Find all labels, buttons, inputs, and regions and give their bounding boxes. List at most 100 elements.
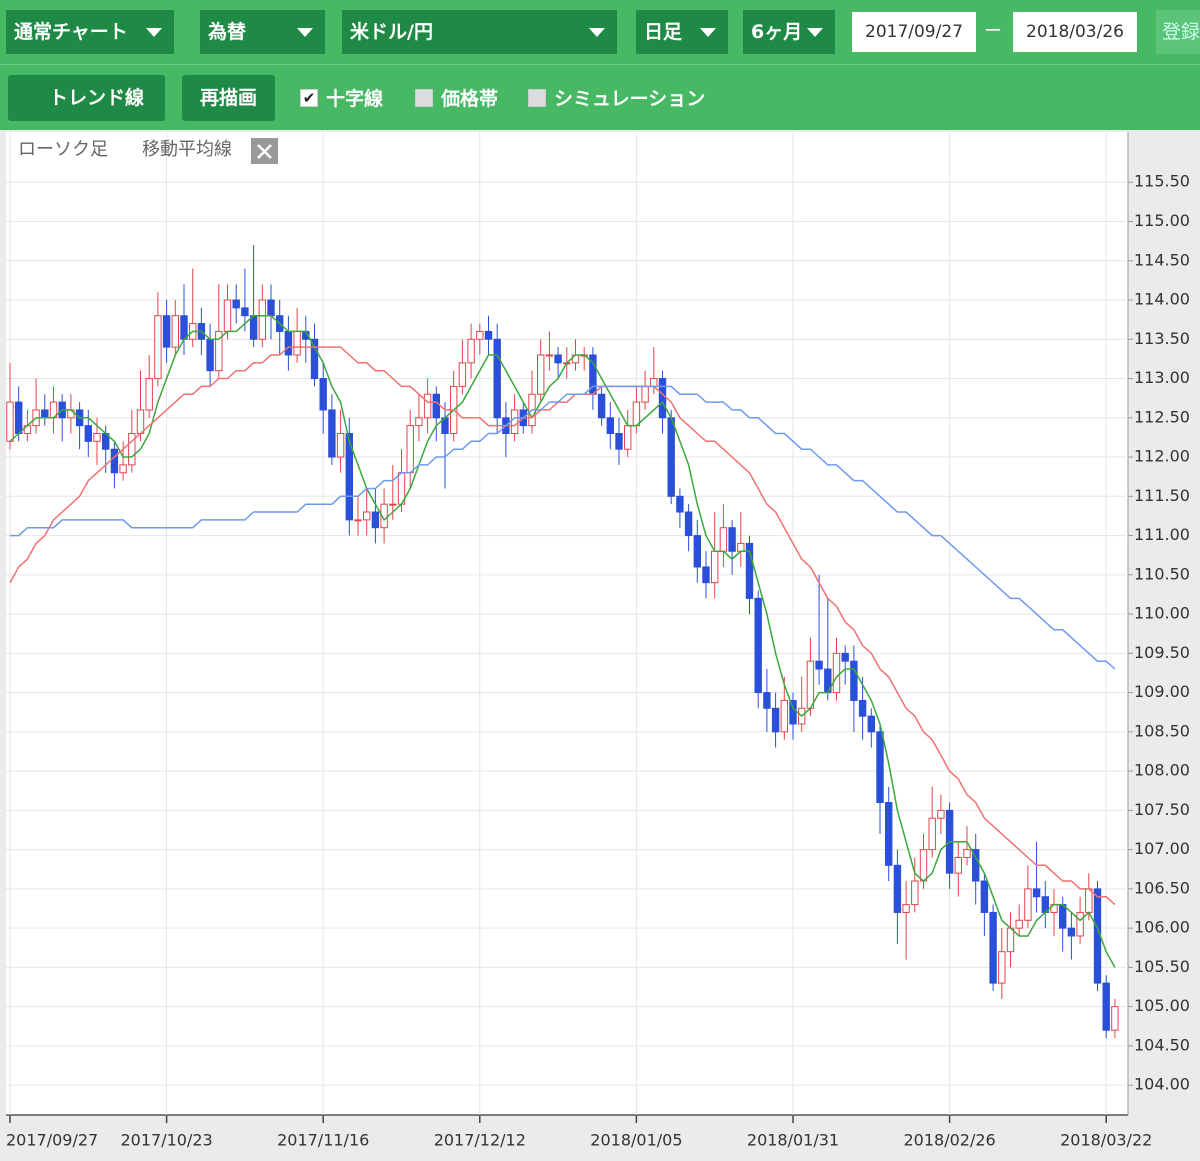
- candle-body: [1006, 927, 1015, 953]
- dropdown[interactable]: 為替: [200, 10, 325, 54]
- candle-body: [1111, 1006, 1119, 1031]
- candle-body: [893, 864, 902, 913]
- y-tick-label: 107.50: [1134, 800, 1190, 819]
- candle-body: [432, 393, 441, 419]
- date-from[interactable]: 2017/09/27: [852, 12, 976, 52]
- candle-body: [1015, 919, 1023, 929]
- moving-average-line: [9, 346, 1116, 906]
- candle-body: [119, 464, 127, 474]
- candle-body: [328, 409, 336, 458]
- candle-body: [493, 338, 501, 419]
- button[interactable]: 再描画: [182, 75, 275, 121]
- candle-body: [84, 425, 92, 442]
- candle-body: [545, 354, 554, 357]
- moving-average-line: [10, 385, 1116, 670]
- candle-body: [667, 417, 675, 497]
- candle-body: [658, 378, 667, 419]
- candle-body: [223, 299, 232, 332]
- checkbox[interactable]: シミュレーション: [528, 87, 705, 111]
- checkbox[interactable]: 十字線 ✔: [300, 87, 383, 111]
- candle-body: [310, 338, 319, 380]
- button[interactable]: トレンド線: [8, 75, 165, 121]
- candle-body: [162, 315, 171, 348]
- candle-body: [867, 715, 875, 733]
- candle-body: [241, 307, 249, 317]
- candle-body: [972, 849, 980, 882]
- y-tick-label: 106.00: [1134, 918, 1190, 937]
- candle-body: [1102, 982, 1110, 1031]
- checkbox-box[interactable]: [528, 89, 546, 107]
- checkbox-box[interactable]: ✔: [300, 89, 318, 107]
- candle-body: [771, 707, 780, 733]
- candle-body: [789, 699, 797, 725]
- x-tick-label: 2017/11/16: [277, 1131, 369, 1150]
- checkbox-box[interactable]: [415, 89, 433, 107]
- candle-body: [684, 511, 693, 537]
- candle-body: [554, 354, 562, 364]
- y-tick-label: 109.50: [1134, 643, 1190, 662]
- legend-item: 移動平均線: [142, 139, 232, 160]
- dropdown[interactable]: 通常チャート: [6, 10, 174, 54]
- y-tick-label: 110.00: [1134, 604, 1190, 623]
- candle-body: [693, 535, 701, 568]
- candle-body: [154, 315, 162, 380]
- candle-body: [380, 503, 388, 529]
- candle-body: [597, 393, 606, 419]
- y-tick-label: 112.50: [1134, 407, 1190, 426]
- candle-body: [737, 542, 745, 552]
- candle-body: [728, 527, 736, 552]
- y-tick-label: 113.00: [1134, 368, 1190, 387]
- candle-body: [937, 809, 945, 819]
- candle-body: [93, 432, 101, 442]
- y-tick-label: 110.50: [1134, 564, 1190, 583]
- candle-body: [928, 817, 936, 851]
- candle-body: [902, 904, 910, 913]
- candle-body: [711, 550, 719, 584]
- candle-body: [632, 401, 641, 427]
- dropdown-arrow: [589, 28, 605, 37]
- register-button[interactable]: 登録: [1156, 10, 1200, 54]
- candle-body: [745, 542, 754, 599]
- candle-body: [1024, 888, 1032, 921]
- candle-body: [815, 660, 823, 670]
- candle-body: [145, 378, 153, 411]
- candle-body: [537, 354, 545, 395]
- x-tick-label: 2018/01/05: [590, 1131, 682, 1150]
- candle-body: [6, 401, 14, 442]
- y-tick-label: 111.00: [1134, 525, 1190, 544]
- candle-body: [650, 378, 658, 387]
- candle-body: [415, 417, 423, 427]
- candle-body: [624, 425, 632, 450]
- candle-body: [850, 660, 858, 701]
- candle-body: [136, 409, 145, 434]
- candle-body: [458, 362, 467, 387]
- date-to[interactable]: 2018/03/26: [1013, 12, 1137, 52]
- date-separator: ー: [984, 21, 1002, 42]
- dropdown-arrow: [146, 28, 162, 37]
- x-tick-label: 2018/01/31: [747, 1131, 839, 1150]
- dropdown[interactable]: 米ドル/円: [342, 10, 617, 54]
- candle-body: [128, 432, 136, 466]
- x-tick-label: 2018/02/26: [903, 1131, 995, 1150]
- candle-body: [919, 849, 928, 882]
- y-tick-label: 115.50: [1134, 172, 1190, 191]
- dropdown[interactable]: 日足: [636, 10, 728, 54]
- y-tick-label: 107.00: [1134, 839, 1190, 858]
- candle-body: [180, 315, 188, 340]
- y-tick-label: 108.00: [1134, 761, 1190, 780]
- y-tick-label: 112.00: [1134, 447, 1190, 466]
- candle-body: [345, 432, 354, 521]
- candle-body: [406, 425, 414, 474]
- chart: ローソク足 移動平均線 104.00 104.50 105.00 105.50 106.…: [0, 130, 1200, 1161]
- candle-body: [885, 802, 893, 866]
- candle-body: [998, 951, 1006, 984]
- checkbox[interactable]: 価格帯: [415, 87, 498, 111]
- candle-body: [980, 880, 989, 913]
- candle-body: [615, 432, 623, 450]
- dropdown[interactable]: 6ヶ月: [743, 10, 835, 54]
- candle-body: [249, 315, 258, 340]
- candle-body: [780, 699, 788, 733]
- y-tick-label: 114.50: [1134, 250, 1190, 269]
- candle-body: [284, 330, 293, 356]
